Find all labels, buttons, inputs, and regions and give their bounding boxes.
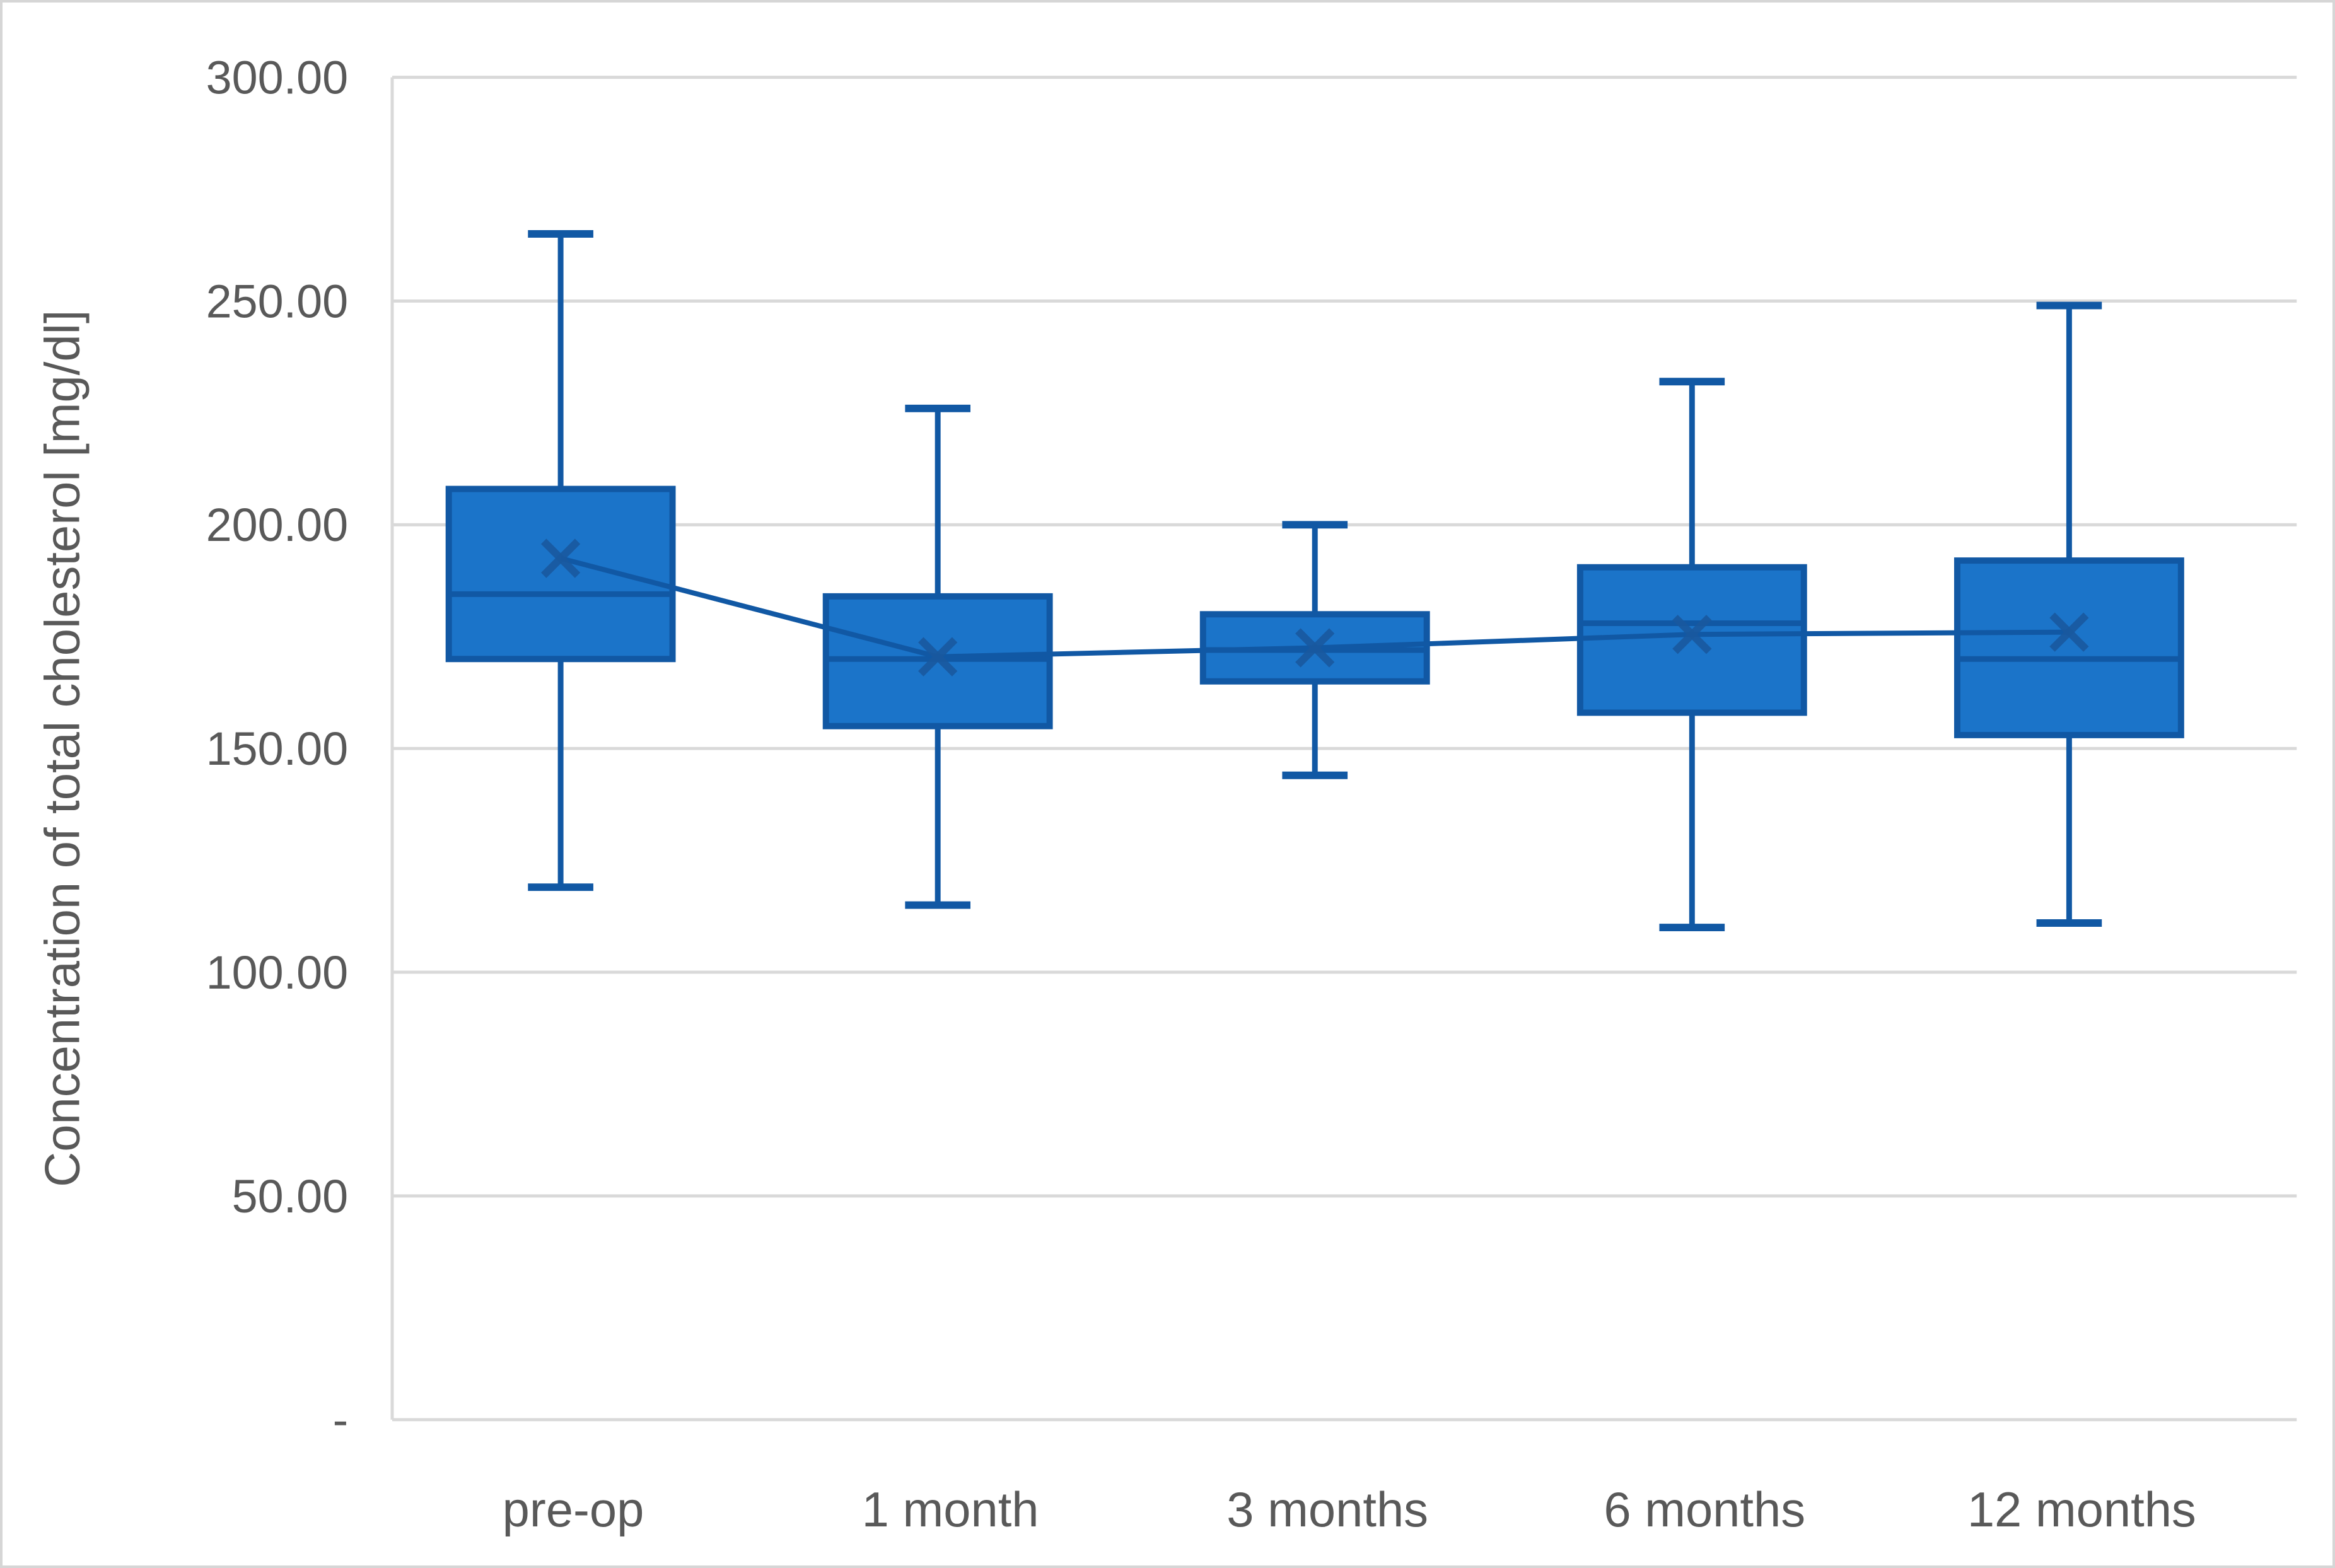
y-tick-label: 200.00	[206, 499, 349, 551]
x-axis-label: 12 months	[1967, 1483, 2196, 1537]
box-iqr	[1954, 557, 2184, 738]
boxplot-canvas: - 50.00 100.00 150.00 200.00 250.00 300.00 Conc…	[36, 52, 2297, 1537]
mean-x-marker	[1672, 615, 1712, 654]
mean-x-marker	[540, 538, 581, 578]
x-axis-label: pre-op	[503, 1483, 644, 1537]
y-axis-title: Concentration of total cholesterol [mg/d…	[36, 310, 90, 1187]
y-tick-label: -	[333, 1394, 349, 1446]
mean-x-marker	[918, 637, 958, 677]
box-iqr	[1576, 564, 1807, 716]
x-axis-label: 3 months	[1226, 1483, 1428, 1537]
box-iqr	[445, 485, 676, 663]
x-axis-label: 6 months	[1604, 1483, 1805, 1537]
y-tick-label: 150.00	[206, 723, 349, 775]
y-tick-label: 300.00	[206, 52, 349, 104]
y-tick-label: 50.00	[232, 1170, 349, 1222]
y-tick-label: 100.00	[206, 946, 349, 999]
mean-x-marker	[1295, 628, 1335, 668]
mean-x-marker	[2049, 612, 2089, 652]
x-axis-label: 1 month	[862, 1483, 1039, 1537]
y-tick-label: 250.00	[206, 275, 349, 327]
